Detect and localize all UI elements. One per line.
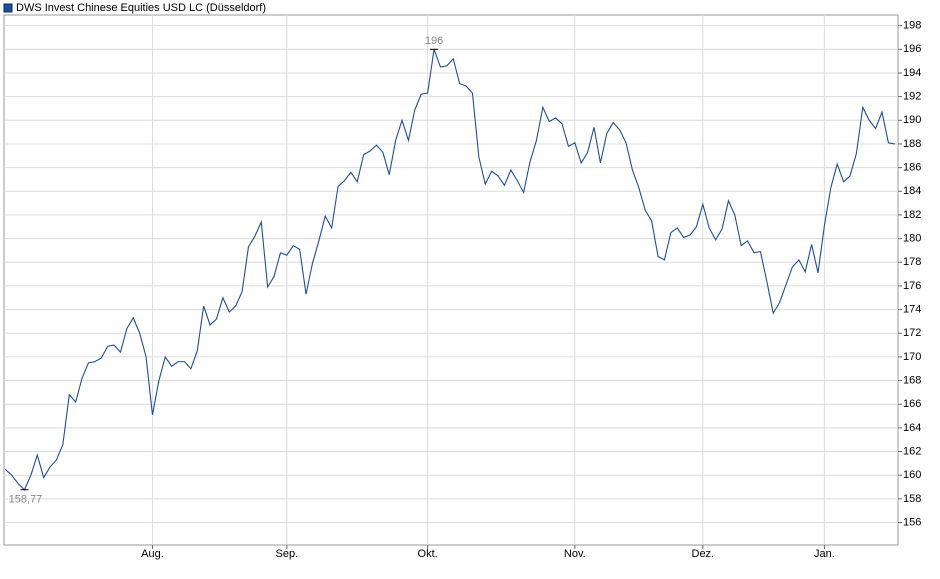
y-tick-label: 174 — [903, 303, 921, 315]
y-tick-label: 176 — [903, 280, 921, 292]
y-tick-label: 196 — [903, 43, 921, 55]
x-tick-label: Nov. — [564, 548, 586, 560]
plot-area — [3, 14, 899, 546]
x-tick-label: Sep. — [276, 548, 299, 560]
x-tick-label: Dez. — [692, 548, 715, 560]
legend-swatch — [3, 3, 13, 13]
y-tick-label: 188 — [903, 138, 921, 150]
y-tick-label: 168 — [903, 374, 921, 386]
y-tick-label: 156 — [903, 516, 921, 528]
y-tick-label: 180 — [903, 233, 921, 245]
y-tick-label: 186 — [903, 162, 921, 174]
annotation-label: 196 — [425, 35, 443, 47]
y-tick-label: 198 — [903, 20, 921, 32]
y-tick-label: 166 — [903, 398, 921, 410]
x-tick-label: Aug. — [141, 548, 164, 560]
y-tick-label: 164 — [903, 422, 921, 434]
x-tick-label: Okt. — [418, 548, 438, 560]
y-tick-label: 170 — [903, 351, 921, 363]
annotation-label: 158,77 — [9, 494, 43, 506]
y-tick-label: 184 — [903, 185, 921, 197]
y-tick-label: 182 — [903, 209, 921, 221]
x-tick-label: Jan. — [814, 548, 835, 560]
y-tick-label: 190 — [903, 114, 921, 126]
y-tick-label: 162 — [903, 445, 921, 457]
series-line — [4, 49, 895, 491]
y-tick-label: 194 — [903, 67, 921, 79]
y-tick-label: 160 — [903, 469, 921, 481]
y-tick-label: 192 — [903, 91, 921, 103]
y-tick-label: 158 — [903, 493, 921, 505]
y-tick-label: 172 — [903, 327, 921, 339]
y-tick-label: 178 — [903, 256, 921, 268]
legend-label: DWS Invest Chinese Equities USD LC (Düss… — [16, 2, 266, 14]
